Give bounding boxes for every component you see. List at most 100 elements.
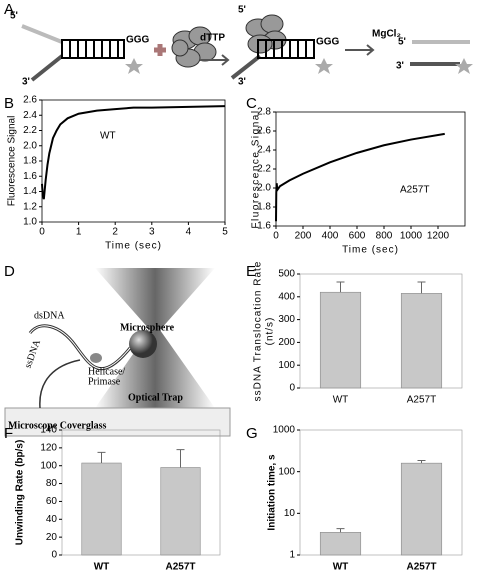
plot-frame <box>299 429 463 556</box>
data-line <box>41 105 226 200</box>
bar <box>400 293 443 389</box>
diagram-label: Primase <box>88 376 121 387</box>
diagram-label: GGG <box>316 37 340 48</box>
x-tick-label: 200 <box>295 231 312 242</box>
y-tick-label: 1.6 <box>257 221 271 232</box>
bar <box>319 532 362 556</box>
y-axis-label: (nt/s) <box>265 317 276 346</box>
y-tick-label: 1 <box>289 550 295 561</box>
y-tick-label: 2.6 <box>23 95 37 106</box>
error-bar <box>417 281 426 294</box>
annotation: A257T <box>400 185 429 196</box>
y-tick-label: 120 <box>40 442 57 453</box>
plot-frame <box>61 429 221 556</box>
y-tick-label: 400 <box>278 291 295 302</box>
x-tick-label: A257T <box>165 562 195 573</box>
y-tick-label: 100 <box>278 360 295 371</box>
x-axis-label: Time (sec) <box>342 245 399 256</box>
diagram-label: dTTP <box>200 33 225 44</box>
x-tick-label: 800 <box>376 231 393 242</box>
data-line <box>275 132 445 222</box>
panel-label: G <box>246 425 258 442</box>
y-tick-label: 80 <box>46 478 58 489</box>
error-bar <box>336 528 345 533</box>
y-tick-label: 2.4 <box>23 110 37 121</box>
y-axis-label: Initiation time, s <box>267 454 278 531</box>
diagram-label: 5' <box>10 11 18 22</box>
x-tick-label: 1200 <box>427 231 450 242</box>
panel-label: E <box>246 263 256 280</box>
bar <box>160 467 201 556</box>
y-tick-label: 1.2 <box>23 201 37 212</box>
y-tick-label: 2.2 <box>257 164 271 175</box>
diagram-label: Optical Trap <box>128 392 183 403</box>
y-tick-label: 2.6 <box>257 126 271 137</box>
diagram-label: ssDNA <box>23 338 44 370</box>
x-tick-label: 0 <box>39 227 45 238</box>
chart: G 1 10 100 1000 Initiation time, s WT A257T <box>246 425 463 573</box>
y-tick-label: 2.2 <box>23 125 37 136</box>
y-tick-label: 1.4 <box>23 186 37 197</box>
diagram-label: Helicase/ <box>88 366 125 377</box>
error-bar <box>97 451 106 464</box>
diagram-label: GGG <box>126 35 150 46</box>
diagram-a <box>21 14 473 82</box>
chart: B 1.0 1.2 1.4 1.6 1.8 2.0 2.2 2.4 2.6 Fluorescence… <box>4 95 228 252</box>
chart: F 0 20 40 60 80 100 120 140 Unwinding Rate (bp/s)… <box>4 425 221 573</box>
y-tick-label: 200 <box>278 337 295 348</box>
x-tick-label: 1000 <box>400 231 423 242</box>
y-tick-label: 10 <box>284 508 296 519</box>
x-tick-label: WT <box>333 562 349 573</box>
y-axis-label: Unwinding Rate (bp/s) <box>15 440 26 546</box>
y-tick-label: 2.4 <box>257 145 271 156</box>
y-tick-label: 2.8 <box>257 107 271 118</box>
y-tick-label: 60 <box>46 496 58 507</box>
annotation: WT <box>100 131 116 142</box>
diagram-label: Microscope Coverglass <box>8 420 107 431</box>
diagram-label: 3' <box>396 61 404 72</box>
y-tick-label: 0 <box>51 550 57 561</box>
y-tick-label: 1.8 <box>23 156 37 167</box>
x-tick-label: WT <box>333 395 349 406</box>
chart: E 0 100 200 300 400 500 ssDNA Translocation Rat… <box>246 261 463 406</box>
error-bar <box>176 449 185 468</box>
diagram-label: 5' <box>398 37 406 48</box>
y-tick-label: 20 <box>46 532 58 543</box>
diagram-d <box>4 268 231 437</box>
y-axis-label: Fluorescence Signal <box>251 109 262 228</box>
bar <box>400 462 443 556</box>
error-bar <box>417 460 426 464</box>
y-tick-label: 0 <box>289 383 295 394</box>
y-tick-label: 40 <box>46 514 58 525</box>
x-tick-label: 5 <box>222 227 228 238</box>
diagram-label: Microsphere <box>120 322 175 333</box>
panel-label: F <box>4 425 13 442</box>
bar <box>319 291 362 389</box>
panel-label: A <box>4 1 14 18</box>
x-tick-label: WT <box>94 562 110 573</box>
diagram-label: 5' <box>238 5 246 16</box>
y-tick-label: 1.0 <box>23 217 37 228</box>
y-tick-label: 2.0 <box>23 140 37 151</box>
y-tick-label: 140 <box>40 425 57 436</box>
plot-frame <box>299 273 463 389</box>
y-tick-label: 300 <box>278 314 295 325</box>
panel-label: D <box>4 263 15 280</box>
x-tick-label: 3 <box>149 227 155 238</box>
panel-label: C <box>246 95 257 112</box>
x-tick-label: 2 <box>112 227 118 238</box>
x-tick-label: A257T <box>407 395 436 406</box>
y-tick-label: 1000 <box>273 425 296 436</box>
x-tick-label: 0 <box>273 231 279 242</box>
plot-frame <box>275 111 466 227</box>
diagram-label: 3' <box>238 77 246 88</box>
bar <box>81 462 122 556</box>
panel-label: B <box>4 95 14 112</box>
x-tick-label: A257T <box>406 562 436 573</box>
x-axis-label: Time (sec) <box>105 241 162 252</box>
diagram-label: 3' <box>22 77 30 88</box>
diagram-label: MgCl₂ <box>372 29 401 40</box>
y-tick-label: 2.0 <box>257 183 271 194</box>
y-axis-label: ssDNA Translocation Rate <box>253 261 264 402</box>
